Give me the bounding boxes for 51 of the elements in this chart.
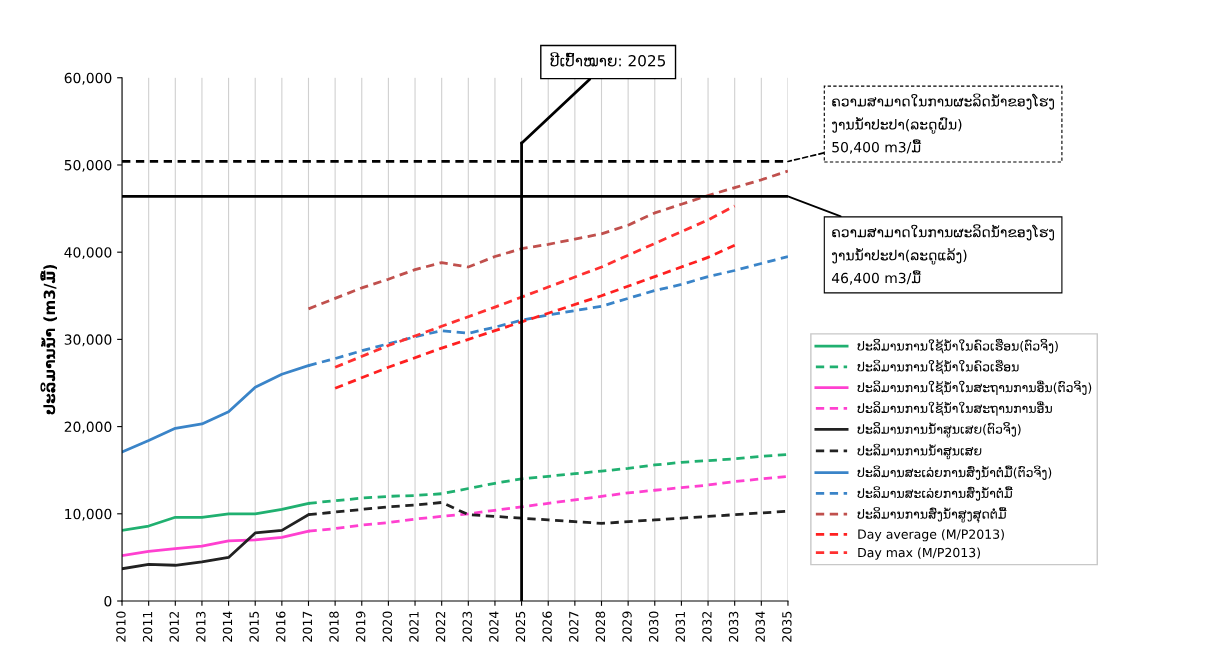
legend-label: ປະລິມານການໃຊ້ນ້ຳໃນສະຖານການອື່ນ(ຕົວຈິງ) [857,380,1092,396]
x-tick-label: 2019 [355,611,366,642]
y-tick-label: 60,000 [64,72,112,85]
legend-label: ປະລິມານສະເລ່ຍການສົ່ງນ້ຳຕໍ່ມື້(ຕົວຈິງ) [857,465,1052,480]
y-tick-label: 10,000 [65,508,112,521]
x-tick-label: 2017 [302,611,313,642]
ref-line-label: ຄວາມສາມາດໃນການຜະລິດນ້ຳຂອງໂຮງ ງານນ້ຳປະປາ(ລະດູຝົນ) 50,400 m3/ມື້ [831,93,1055,154]
x-tick-label: 2035 [782,611,792,642]
legend-label: ປະລິມານການນ້ຳສູນເສຍ(ຕົວຈິງ) [857,422,1021,438]
x-tick-label: 2025 [515,611,526,642]
x-tick-label: 2028 [595,611,606,642]
x-tick-label: 2014 [222,611,233,642]
x-tick-label: 2016 [276,611,286,642]
legend-label: ປະລິມານການໃຊ້ນ້ຳໃນຄົວເຮືອນ(ຕົວຈິງ) [857,338,1058,354]
y-tick-label: 0 [104,595,112,607]
x-tick-label: 2021 [409,611,419,642]
y-axis-title: ປະລິມານນ້ຳ (m3/ມື້) [40,265,57,415]
x-tick-label: 2013 [196,611,206,642]
x-tick-label: 2015 [249,611,259,642]
y-tick-label: 40,000 [64,247,112,260]
x-tick-label: 2027 [569,611,579,642]
x-tick-label: 2029 [622,611,632,642]
x-tick-label: 2034 [755,611,765,642]
legend-label: ປະລິມານການໃຊ້ນ້ຳໃນສະຖານການອື່ນ [857,401,1052,416]
x-tick-label: 2018 [329,611,339,642]
legend-label: Day average (M/P2013) [858,529,1004,542]
x-tick-label: 2011 [142,611,153,642]
x-tick-label: 2032 [702,611,712,642]
x-tick-label: 2010 [116,611,126,642]
y-tick-label: 30,000 [64,334,112,347]
x-tick-label: 2033 [728,611,739,642]
y-tick-label: 20,000 [64,421,112,434]
y-tick-label: 50,000 [64,159,112,172]
line-series [333,243,737,390]
x-tick-label: 2023 [462,611,472,642]
x-tick-label: 2030 [648,611,659,642]
ref-line-label: ປີເປົ້າໝາຍ: 2025 [550,52,666,67]
line-series [307,169,788,311]
x-tick-label: 2020 [382,611,393,642]
legend-label: ປະລິມານການນ້ຳສູນເສຍ [857,443,982,460]
legend-label: Day max (M/P2013) [858,547,980,560]
ref-line-label: ຄວາມສາມາດໃນການຜະລິດນ້ຳຂອງໂຮງ ງານນ້ຳປະປາ(ລະດູແລ້ງ) 46,400 m3/ມື້ [831,224,1055,285]
x-tick-label: 2024 [489,611,499,642]
legend-label: ປະລິມານການໃຊ້ນ້ຳໃນຄົວເຮືອນ [857,359,1019,375]
x-tick-label: 2026 [542,611,552,642]
legend-label: ປະລິມານການສົ່ງນ້ຳສູງສຸດຕໍ່ມື້ [857,507,1007,523]
line-series [333,204,737,369]
x-tick-label: 2022 [435,611,446,642]
x-tick-label: 2031 [675,611,686,642]
x-tick-label: 2012 [169,611,179,642]
legend-label: ປະລິມານສະເລ່ຍການສົ່ງນ້ຳຕໍ່ມື້ [857,486,1013,501]
